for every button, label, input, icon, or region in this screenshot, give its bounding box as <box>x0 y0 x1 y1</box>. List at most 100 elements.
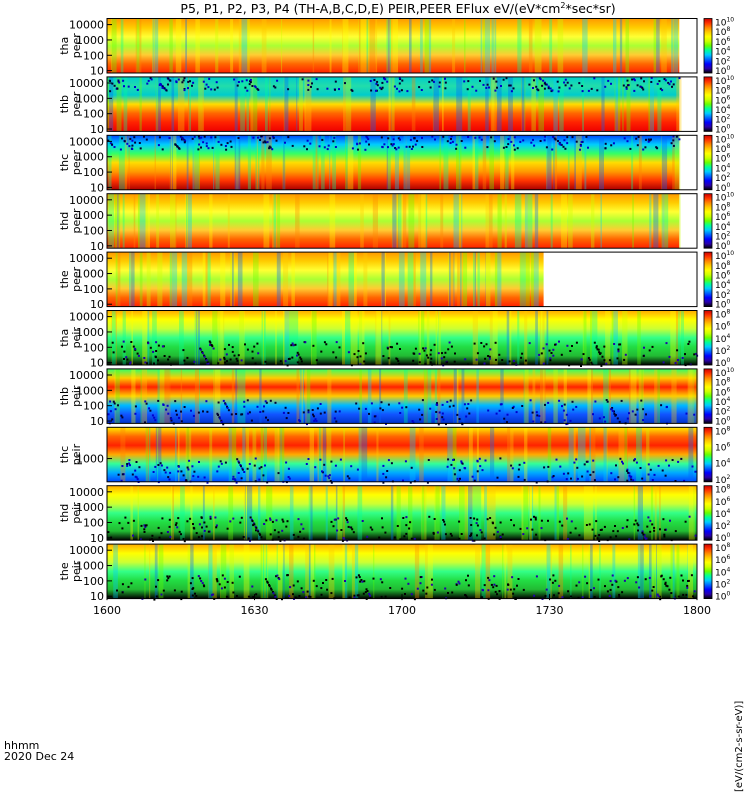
speckle <box>464 467 467 470</box>
speckle <box>444 351 447 354</box>
time-streak <box>272 193 278 249</box>
speckle <box>244 343 246 346</box>
speckle <box>285 461 288 464</box>
speckle <box>131 148 134 150</box>
speckle <box>409 521 412 524</box>
speckle <box>565 413 568 416</box>
time-streak <box>633 485 636 541</box>
speckle <box>160 83 162 86</box>
speckle <box>207 147 210 150</box>
speckle <box>387 403 390 406</box>
panel-product-label: peer <box>70 33 83 59</box>
speckle <box>593 479 596 482</box>
speckle <box>326 588 329 591</box>
speckle <box>603 345 606 348</box>
speckle <box>139 147 142 150</box>
speckle <box>629 147 632 150</box>
speckle <box>643 346 645 349</box>
speckle <box>510 464 513 467</box>
speckle <box>481 588 484 591</box>
time-streak <box>468 485 473 541</box>
speckle <box>611 583 614 586</box>
speckle <box>669 519 671 522</box>
speckle <box>460 140 463 142</box>
speckle <box>677 595 680 598</box>
speckle <box>300 360 303 363</box>
speckle <box>384 595 387 598</box>
time-streak <box>159 544 164 599</box>
speckle <box>475 522 478 525</box>
time-streak <box>657 76 662 132</box>
speckle <box>246 348 249 351</box>
time-streak <box>517 18 522 73</box>
speckle <box>545 343 548 346</box>
time-streak <box>114 193 121 249</box>
time-streak <box>329 193 336 249</box>
time-streak <box>438 310 441 365</box>
time-streak <box>409 427 416 482</box>
speckle <box>506 588 509 591</box>
speckle <box>490 136 493 139</box>
speckle <box>195 595 198 597</box>
speckle <box>347 351 350 354</box>
speckle <box>642 408 645 411</box>
speckle <box>287 467 290 470</box>
speckle <box>382 464 385 467</box>
time-streak <box>228 427 232 482</box>
time-streak <box>109 76 114 132</box>
speckle <box>575 458 578 461</box>
speckle <box>281 529 284 532</box>
time-streak <box>624 427 627 482</box>
speckle <box>327 475 330 478</box>
time-streak <box>584 135 587 190</box>
speckle <box>450 463 453 466</box>
time-streak <box>124 135 128 190</box>
speckle <box>380 595 383 598</box>
time-streak <box>424 485 426 541</box>
speckle <box>544 83 547 86</box>
time-streak <box>145 427 151 482</box>
speckle <box>517 475 520 478</box>
speckle <box>362 592 365 595</box>
speckle <box>201 351 204 354</box>
speckle <box>677 359 679 361</box>
speckle <box>511 467 514 470</box>
speckle <box>353 353 356 356</box>
time-streak <box>688 544 693 599</box>
time-streak <box>209 193 213 249</box>
speckle <box>572 408 575 411</box>
time-streak <box>612 544 616 599</box>
speckle <box>669 576 672 579</box>
speckle <box>454 352 456 355</box>
speckle <box>277 472 280 475</box>
time-streak <box>149 544 151 599</box>
speckle <box>489 517 492 519</box>
speckle <box>151 534 154 537</box>
time-streak <box>376 310 382 365</box>
speckle <box>151 414 154 417</box>
time-streak <box>509 310 512 365</box>
time-streak <box>646 427 650 482</box>
speckle <box>136 478 139 481</box>
speckle <box>134 86 136 88</box>
time-streak <box>147 310 150 365</box>
time-streak <box>173 135 177 190</box>
time-streak <box>453 193 459 249</box>
speckle <box>253 345 256 348</box>
speckle <box>307 411 310 414</box>
speckle <box>621 527 624 529</box>
speckle <box>194 592 196 595</box>
time-streak <box>387 135 391 190</box>
y-tick-label: 1000 <box>76 560 104 573</box>
speckle <box>412 421 415 424</box>
speckle <box>431 135 434 138</box>
speckle <box>626 140 629 143</box>
time-streak <box>656 544 662 599</box>
speckle <box>637 529 639 532</box>
speckle <box>559 465 562 468</box>
speckle <box>412 359 415 362</box>
speckle <box>399 138 401 141</box>
colorbar-tick-label: 104 <box>715 104 730 116</box>
speckle <box>450 135 453 138</box>
speckle <box>593 77 596 80</box>
